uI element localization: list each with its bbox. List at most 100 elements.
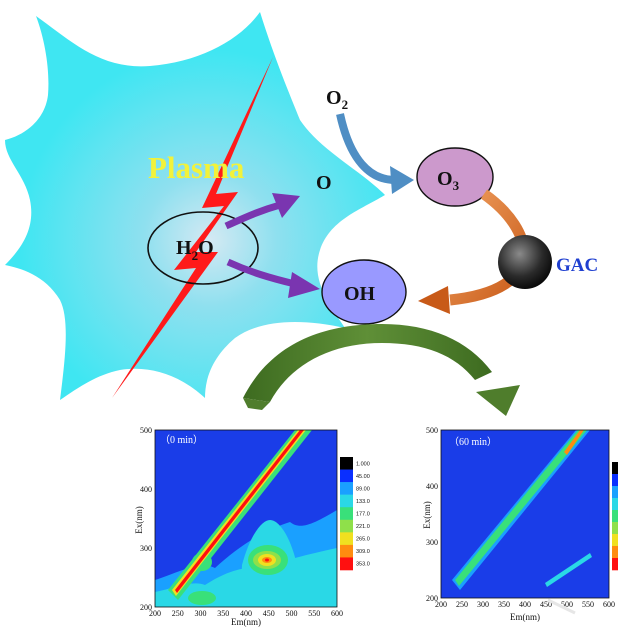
legend-swatch	[340, 519, 353, 533]
eem-chart-0min: （0 min） 200 250 300 350 400 450 500 550 600 200 3…	[134, 426, 370, 627]
x-tick-label: 450	[263, 609, 275, 618]
o2-label: O2	[326, 87, 348, 112]
legend-label: 133.0	[356, 499, 370, 505]
x-tick-label: 550	[582, 600, 594, 609]
x-tick-label: 300	[195, 609, 207, 618]
o3-to-oh-arrowhead	[418, 286, 450, 314]
o3-node	[416, 147, 494, 207]
legend-swatch	[340, 507, 353, 521]
h2o-to-oh-arrow	[226, 258, 296, 288]
legend-label: 221.0	[356, 524, 370, 530]
legend-swatch	[340, 544, 353, 558]
legend-label: 353.0	[356, 562, 370, 568]
y-tick-label: 200	[426, 594, 438, 603]
legend-swatch	[612, 498, 618, 511]
x-axis-title: Em(nm)	[510, 612, 540, 622]
x-tick-label: 350	[217, 609, 229, 618]
o2-to-o3-arrow	[336, 113, 396, 184]
color-legend: 1.000 45.00 89.00 133.0 177.0 221.0 265.0 309.0…	[340, 457, 370, 571]
legend-label: 309.0	[356, 549, 370, 555]
x-tick-label: 450	[540, 600, 552, 609]
h2o-to-o-arrow	[224, 201, 281, 230]
green-arc-arrowhead	[476, 385, 520, 416]
rayleigh-streak-inner	[175, 430, 304, 593]
plot-frame	[440, 429, 610, 599]
legend-swatch	[612, 522, 618, 535]
y-tick-label: 500	[426, 426, 438, 435]
color-legend	[612, 462, 618, 571]
chart-title: （0 min）	[160, 434, 203, 446]
legend-swatch	[612, 462, 618, 475]
oh-node	[321, 259, 407, 325]
x-tick-label: 350	[498, 600, 510, 609]
legend-swatch	[340, 469, 353, 483]
eem-chart-60min: （60 min） 200 250 300 350 400 450 500 550 600 200…	[422, 426, 618, 622]
y-tick-label: 400	[426, 482, 438, 491]
h2o-node	[147, 211, 259, 285]
peak3	[188, 591, 216, 605]
gac-particle	[498, 235, 552, 289]
x-tick-label: 400	[519, 600, 531, 609]
x-tick-label: 300	[477, 600, 489, 609]
legend-swatch	[612, 510, 618, 523]
o3-label: O3	[437, 168, 460, 193]
legend-swatch	[340, 482, 353, 495]
x-tick-label: 500	[286, 609, 298, 618]
watermark-stroke	[547, 598, 576, 615]
x-tick-labels: 200 250 300 350 400 450 500 550 600	[149, 609, 343, 618]
legend-label: 1.000	[356, 461, 370, 467]
plot-frame	[154, 429, 338, 608]
x-tick-label: 600	[331, 609, 343, 618]
y-tick-label: 300	[140, 544, 152, 553]
legend-swatch	[612, 534, 618, 547]
y-tick-label: 400	[140, 485, 152, 494]
h2o-label: H2O	[176, 237, 214, 263]
legend-swatch	[340, 557, 353, 571]
y-tick-label: 200	[140, 603, 152, 612]
plasma-label: Plasma	[148, 150, 245, 185]
o2-to-o3-arrowhead	[390, 166, 414, 194]
legend-swatch	[340, 494, 353, 508]
legend-label: 177.0	[356, 512, 370, 518]
x-tick-label: 550	[308, 609, 320, 618]
green-arc-arrow	[243, 324, 492, 402]
legend-label: 89.00	[356, 486, 370, 492]
x-tick-label: 200	[435, 600, 447, 609]
y-tick-labels: 200 300 400 500	[140, 426, 152, 612]
second-order-streak	[545, 553, 592, 587]
chart-title: （60 min）	[449, 436, 497, 448]
legend-swatch	[612, 486, 618, 499]
x-tick-label: 200	[149, 609, 161, 618]
plasma-cloud	[5, 12, 385, 400]
y-axis-title: Ex(nm)	[134, 506, 144, 534]
h2o-to-oh-arrowhead	[288, 272, 320, 298]
x-tick-label: 250	[456, 600, 468, 609]
y-tick-label: 300	[426, 538, 438, 547]
legend-label: 45.00	[356, 474, 370, 480]
rayleigh-streak-mid	[455, 430, 587, 586]
x-tick-label: 250	[172, 609, 184, 618]
x-axis-title: Em(nm)	[231, 617, 261, 627]
y-axis-title: Ex(nm)	[422, 501, 432, 529]
second-order-streak	[282, 555, 334, 596]
h2o-to-o-arrowhead	[272, 193, 300, 218]
x-tick-label: 400	[240, 609, 252, 618]
legend-label: 265.0	[356, 537, 370, 543]
x-tick-labels: 200 250 300 350 400 450 500 550 600	[435, 600, 615, 609]
oh-label: OH	[344, 283, 376, 305]
gac-label: GAC	[556, 255, 598, 276]
legend-swatch	[612, 474, 618, 487]
o-radical-label: O	[316, 172, 332, 194]
legend-swatch	[612, 546, 618, 559]
rayleigh-streak-inner	[564, 430, 584, 455]
legend-swatch	[612, 558, 618, 571]
x-tick-label: 500	[561, 600, 573, 609]
green-arc-tail	[243, 398, 270, 410]
peak-center	[265, 558, 269, 562]
y-tick-labels: 200 300 400 500	[426, 426, 438, 603]
x-tick-label: 600	[603, 600, 615, 609]
legend-swatch	[340, 457, 353, 470]
y-tick-label: 500	[140, 426, 152, 435]
legend-swatch	[340, 532, 353, 546]
